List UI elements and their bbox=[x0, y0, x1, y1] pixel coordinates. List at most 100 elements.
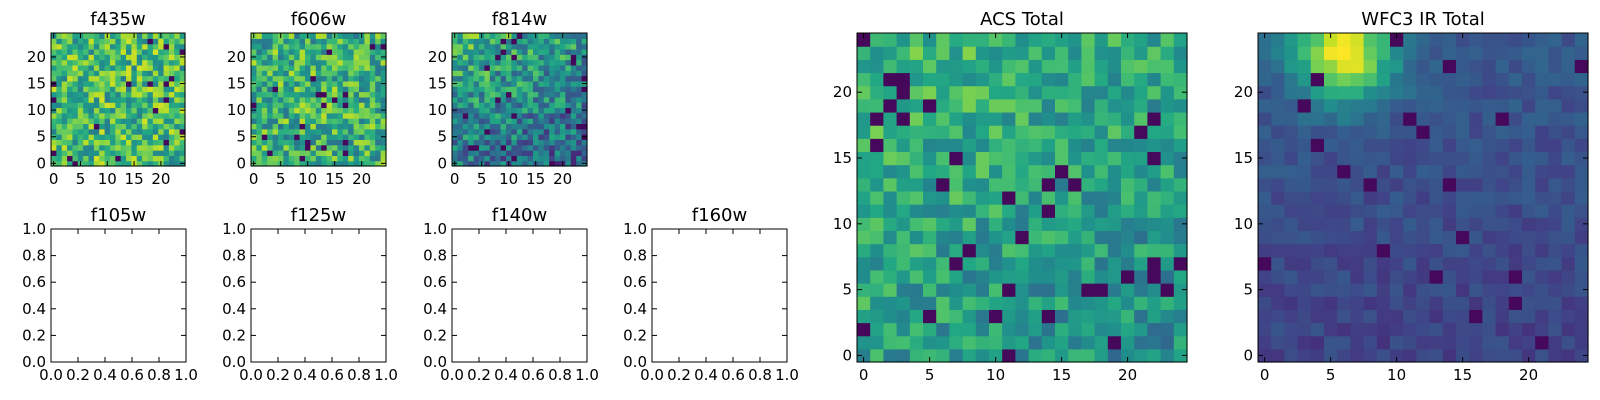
heatmap-cell bbox=[500, 139, 507, 146]
heatmap-cell bbox=[99, 144, 106, 151]
y-tick-label: 5 bbox=[842, 281, 852, 299]
heatmap-cell bbox=[1390, 269, 1404, 284]
heatmap-cell bbox=[174, 86, 181, 93]
heatmap-cell bbox=[1094, 335, 1109, 350]
heatmap-cell bbox=[56, 155, 63, 162]
heatmap-cell bbox=[326, 112, 333, 119]
heatmap-cell bbox=[1002, 164, 1016, 179]
heatmap-cell bbox=[1068, 348, 1082, 363]
heatmap-cell bbox=[1271, 190, 1285, 205]
heatmap-cell bbox=[538, 96, 545, 103]
heatmap-cell bbox=[1002, 33, 1016, 47]
heatmap-cell bbox=[294, 118, 301, 125]
heatmap-cell bbox=[1482, 190, 1497, 205]
heatmap-cell bbox=[489, 144, 496, 151]
heatmap-cell bbox=[1495, 230, 1510, 245]
heatmap-cell bbox=[251, 43, 257, 50]
heatmap-cell bbox=[538, 139, 545, 146]
heatmap-cell bbox=[51, 150, 57, 156]
heatmap-cell bbox=[61, 75, 68, 82]
heatmap-cell bbox=[1284, 269, 1299, 284]
heatmap-cell bbox=[516, 86, 523, 93]
heatmap-cell bbox=[527, 64, 534, 71]
heatmap-cell bbox=[468, 107, 475, 114]
x-tick-label: 10 bbox=[298, 170, 317, 188]
heatmap-cell bbox=[870, 151, 884, 166]
heatmap-cell bbox=[1363, 72, 1378, 87]
heatmap-cell bbox=[1456, 164, 1470, 179]
y-tick-label: 10 bbox=[27, 101, 46, 119]
heatmap-cell bbox=[364, 75, 371, 82]
heatmap-cell bbox=[457, 107, 464, 114]
heatmap-cell bbox=[1561, 125, 1576, 139]
heatmap-cell bbox=[1107, 46, 1122, 60]
heatmap-cell bbox=[1173, 296, 1188, 310]
heatmap-cell bbox=[337, 155, 344, 162]
heatmap-cell bbox=[1548, 190, 1563, 205]
heatmap-cell bbox=[576, 144, 583, 151]
heatmap-cell bbox=[56, 86, 63, 93]
heatmap-cell bbox=[1028, 296, 1043, 310]
heatmap-cell bbox=[72, 118, 79, 125]
heatmap-cell bbox=[1350, 98, 1365, 113]
y-tick-label: 10 bbox=[428, 101, 447, 119]
heatmap-cell bbox=[1094, 111, 1109, 126]
heatmap-cell bbox=[1337, 33, 1351, 47]
heatmap-cell bbox=[267, 59, 274, 66]
heatmap-cell bbox=[1522, 164, 1536, 179]
heatmap-cell bbox=[93, 80, 100, 87]
heatmap-cell bbox=[174, 70, 181, 77]
heatmap-cell bbox=[473, 123, 480, 130]
heatmap-cell bbox=[174, 38, 181, 45]
heatmap-cell bbox=[1002, 296, 1016, 310]
heatmap-cell bbox=[1271, 296, 1285, 310]
heatmap-cell bbox=[364, 96, 371, 103]
heatmap-cell bbox=[359, 80, 365, 87]
heatmap-cell bbox=[484, 107, 491, 114]
heatmap-cell bbox=[1068, 85, 1082, 100]
heatmap-cell bbox=[527, 43, 534, 50]
heatmap-cell bbox=[909, 164, 924, 179]
heatmap-cell bbox=[315, 59, 322, 66]
heatmap-cell bbox=[283, 134, 290, 140]
heatmap-cell bbox=[1522, 46, 1536, 60]
heatmap-cell bbox=[1121, 296, 1135, 310]
heatmap-cell bbox=[473, 144, 480, 151]
heatmap-cell bbox=[88, 91, 95, 98]
heatmap-cell bbox=[936, 322, 950, 337]
heatmap-cell bbox=[1134, 164, 1148, 179]
heatmap-cell bbox=[909, 217, 924, 231]
heatmap-cell bbox=[1271, 204, 1285, 218]
heatmap-cell bbox=[522, 80, 529, 87]
heatmap-cell bbox=[136, 112, 143, 119]
heatmap-cell bbox=[1094, 33, 1109, 47]
heatmap-cell bbox=[256, 70, 263, 77]
heatmap-cell bbox=[516, 70, 523, 77]
heatmap-cell bbox=[527, 75, 534, 82]
heatmap-cell bbox=[1297, 230, 1312, 245]
heatmap-cell bbox=[909, 283, 924, 297]
heatmap-cell bbox=[1574, 111, 1589, 126]
heatmap-cell bbox=[896, 217, 911, 231]
heatmap-cell bbox=[468, 54, 475, 61]
heatmap-cell bbox=[484, 160, 491, 167]
heatmap-cell bbox=[288, 96, 295, 103]
heatmap-cell bbox=[1173, 217, 1188, 231]
heatmap-cell bbox=[120, 75, 127, 82]
heatmap-cell bbox=[538, 144, 545, 151]
heatmap-cell bbox=[288, 123, 295, 130]
heatmap-cell bbox=[1363, 59, 1378, 74]
heatmap-cell bbox=[473, 139, 480, 146]
heatmap-cell bbox=[1015, 125, 1030, 139]
heatmap-cell bbox=[1107, 98, 1122, 113]
heatmap-cell bbox=[93, 150, 100, 156]
heatmap-cell bbox=[527, 80, 534, 87]
heatmap-cell bbox=[1390, 33, 1404, 47]
heatmap-cell bbox=[1068, 98, 1082, 113]
heatmap-cell bbox=[1403, 296, 1417, 310]
heatmap-cell bbox=[1508, 335, 1523, 350]
heatmap-cell bbox=[949, 151, 964, 166]
heatmap-cell bbox=[1390, 151, 1404, 166]
heatmap-cell bbox=[1310, 256, 1325, 271]
heatmap-cell bbox=[348, 128, 355, 135]
